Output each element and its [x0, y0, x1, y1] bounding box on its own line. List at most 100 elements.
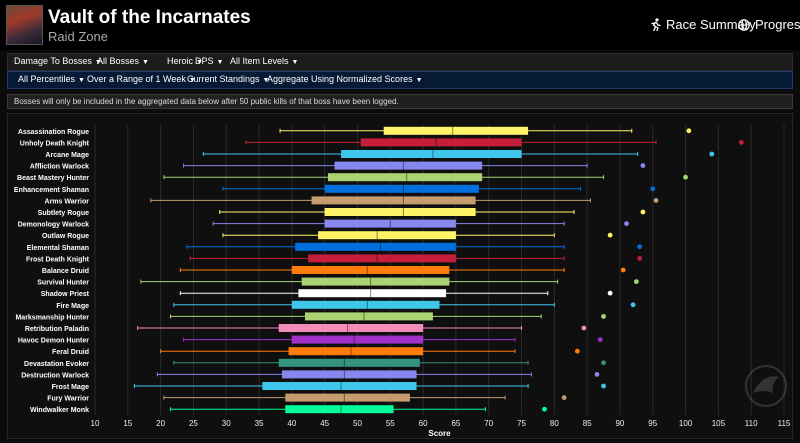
category-label: Arms Warrior: [45, 198, 90, 205]
category-label: Outlaw Rogue: [42, 233, 89, 240]
category-label: Subtlety Rogue: [38, 210, 89, 217]
race-summary-label: Race Summary: [666, 17, 756, 32]
box-iqr: [383, 126, 529, 135]
percentile-dropdown[interactable]: All Percentiles ▼: [18, 74, 85, 84]
outlier-point: [637, 256, 643, 261]
aggregate-label: Aggregate Using Normalized Scores: [267, 74, 413, 84]
boss-dropdown[interactable]: All Bosses ▼: [97, 56, 149, 66]
filter-bar-secondary: All Percentiles ▼ Over a Range of 1 Week ▼…: [7, 71, 793, 89]
outlier-point: [607, 232, 613, 238]
box-iqr: [285, 405, 394, 414]
aggregate-dropdown[interactable]: Aggregate Using Normalized Scores ▼: [267, 74, 423, 84]
outlier-point: [574, 348, 580, 354]
x-tick-label: 65: [451, 419, 460, 428]
category-label: Fire Mage: [56, 303, 89, 310]
category-label: Arcane Mage: [45, 152, 89, 159]
x-tick-label: 105: [712, 419, 726, 428]
progress-link[interactable]: Progress: [738, 17, 800, 32]
x-tick-label: 50: [353, 419, 362, 428]
zone-header: Vault of the Incarnates Raid Zone Race S…: [0, 0, 800, 50]
category-label: Destruction Warlock: [21, 372, 89, 379]
notice-banner: Bosses will only be included in the aggr…: [7, 94, 793, 109]
box-iqr: [324, 208, 476, 216]
chevron-down-icon: ▼: [196, 59, 203, 66]
chevron-down-icon: ▼: [415, 77, 423, 84]
category-label: Enhancement Shaman: [14, 187, 89, 194]
box-iqr: [324, 184, 479, 193]
box-iqr: [278, 358, 420, 367]
outlier-point: [650, 186, 656, 192]
filter-bar-primary: Damage To Bosses ▼ All Bosses ▼ Heroic ▼ DP…: [7, 53, 793, 71]
category-label: Retribution Paladin: [25, 326, 89, 333]
outlier-point: [637, 244, 643, 250]
standings-label: Current Standings: [187, 74, 260, 84]
outlier-point: [597, 337, 603, 342]
item-level-dropdown[interactable]: All Item Levels ▼: [230, 56, 298, 66]
outlier-point: [653, 198, 659, 203]
category-label: Windwalker Monk: [30, 407, 89, 414]
outlier-point: [624, 221, 629, 226]
box-iqr: [311, 196, 476, 205]
globe-icon: [738, 18, 750, 31]
category-label: Balance Druid: [42, 268, 89, 275]
outlier-point: [601, 360, 606, 366]
x-tick-label: 40: [287, 419, 296, 428]
box-iqr: [301, 277, 450, 286]
outlier-point: [594, 372, 600, 377]
chevron-down-icon: ▼: [78, 77, 85, 84]
box-iqr: [304, 312, 433, 321]
x-tick-label: 45: [320, 419, 329, 428]
box-iqr: [341, 150, 522, 158]
boxplot-chart: 10 15 20 25 30 35 40 45 50 55 60 65 70 75 80 85 90 95 100 1…: [14, 125, 791, 438]
chevron-down-icon: ▼: [291, 59, 299, 66]
chevron-down-icon: ▼: [216, 59, 224, 66]
box-iqr: [295, 242, 456, 251]
box-iqr: [291, 266, 450, 274]
category-label: Shadow Priest: [41, 291, 90, 298]
range-dropdown[interactable]: Over a Range of 1 Week ▼: [87, 74, 196, 84]
category-label: Marksmanship Hunter: [15, 314, 89, 321]
range-label: Over a Range of 1 Week: [87, 74, 186, 84]
category-label: Affliction Warlock: [30, 164, 89, 171]
zone-icon: [6, 5, 43, 45]
outlier-point: [542, 406, 547, 412]
race-summary-link[interactable]: Race Summary: [650, 17, 756, 32]
category-label: Demonology Warlock: [18, 222, 89, 229]
chevron-down-icon: ▼: [188, 77, 196, 84]
x-axis-label: Score: [428, 429, 451, 438]
role-dropdown[interactable]: DPS ▼: [195, 56, 223, 66]
outlier-point: [683, 174, 688, 180]
role-label: DPS: [195, 56, 214, 66]
box-iqr: [360, 138, 522, 147]
x-tick-label: 15: [123, 419, 132, 428]
x-tick-label: 25: [189, 419, 198, 428]
x-tick-label: 30: [222, 419, 231, 428]
x-tick-label: 35: [255, 419, 264, 428]
percentile-label: All Percentiles: [18, 74, 76, 84]
box-iqr: [288, 347, 424, 356]
box-iqr: [285, 393, 410, 402]
outlier-point: [620, 267, 626, 273]
boss-label: All Bosses: [97, 56, 140, 66]
outlier-point: [630, 302, 636, 308]
standings-dropdown[interactable]: Current Standings ▼: [187, 74, 269, 84]
x-tick-label: 70: [484, 419, 493, 428]
box-iqr: [262, 382, 417, 390]
item-level-label: All Item Levels: [230, 56, 289, 66]
x-tick-label: 55: [386, 419, 395, 428]
category-label: Havoc Demon Hunter: [18, 338, 89, 345]
box-iqr: [308, 254, 456, 263]
category-label: Frost Mage: [52, 384, 89, 391]
x-tick-label: 75: [517, 419, 526, 428]
difficulty-dropdown[interactable]: Heroic ▼: [167, 56, 203, 66]
metric-dropdown[interactable]: Damage To Bosses ▼: [14, 56, 102, 66]
category-label: Survival Hunter: [37, 280, 89, 287]
chart-panel: 10 15 20 25 30 35 40 45 50 55 60 65 70 75 80 85 90 95 100 1…: [7, 113, 793, 439]
logo-watermark-icon: [745, 365, 787, 407]
x-tick-label: 20: [156, 419, 165, 428]
category-label: Feral Druid: [52, 349, 89, 356]
x-tick-label: 100: [679, 419, 693, 428]
box-iqr: [291, 335, 424, 344]
x-tick-label: 10: [91, 419, 100, 428]
x-tick-label: 80: [550, 419, 559, 428]
